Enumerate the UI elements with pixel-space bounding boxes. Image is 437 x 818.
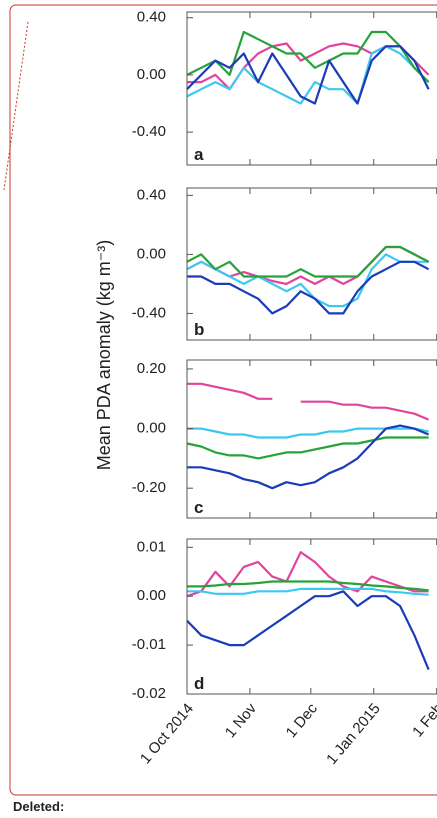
series-line <box>187 260 430 315</box>
series-line <box>186 590 430 671</box>
y-tick-label: 0.00 <box>137 420 166 437</box>
y-tick-label: 0.20 <box>137 360 166 377</box>
y-tick-label: -0.40 <box>132 123 166 140</box>
panel-label: a <box>194 145 204 164</box>
series-line <box>186 436 429 460</box>
x-tick-label: 1 Nov <box>222 700 261 741</box>
series-line <box>187 424 430 490</box>
panel-label: d <box>194 674 204 693</box>
plot-frame <box>186 359 437 519</box>
x-tick-label: 1 Dec <box>283 700 322 741</box>
plot-frame <box>186 11 437 166</box>
plot-frame <box>186 187 437 341</box>
series-line <box>186 45 430 105</box>
y-tick-label: -0.40 <box>132 304 166 321</box>
y-tick-label: -0.02 <box>132 685 166 702</box>
series-line <box>186 253 429 308</box>
comment-frame <box>9 4 437 796</box>
series-line <box>187 382 430 421</box>
panel-label: c <box>194 498 203 517</box>
deleted-note: Deleted: <box>13 799 64 814</box>
y-tick-label: 0.40 <box>137 9 166 26</box>
series-line <box>186 30 430 83</box>
series-line <box>186 245 430 278</box>
series-line <box>186 45 430 105</box>
series-line <box>187 427 429 439</box>
y-tick-label: 0.00 <box>137 587 166 604</box>
plot-frame <box>186 538 437 695</box>
series-line <box>187 587 429 596</box>
panel-label: b <box>194 320 204 339</box>
x-tick-label: 1 Oct 2014 <box>137 700 197 767</box>
y-tick-label: 0.01 <box>137 538 166 555</box>
y-tick-label: 0.00 <box>137 66 166 83</box>
y-tick-label: -0.01 <box>132 636 166 653</box>
y-axis-label: Mean PDA anomaly (kg m⁻³) <box>94 240 114 471</box>
y-tick-label: -0.20 <box>132 479 166 496</box>
y-tick-label: 0.00 <box>137 245 166 262</box>
y-tick-label: 0.40 <box>137 186 166 203</box>
series-line <box>187 580 429 592</box>
comment-connector <box>3 21 29 191</box>
x-tick-label: 1 Feb <box>409 700 437 740</box>
x-tick-label: 1 Jan 2015 <box>323 700 384 768</box>
